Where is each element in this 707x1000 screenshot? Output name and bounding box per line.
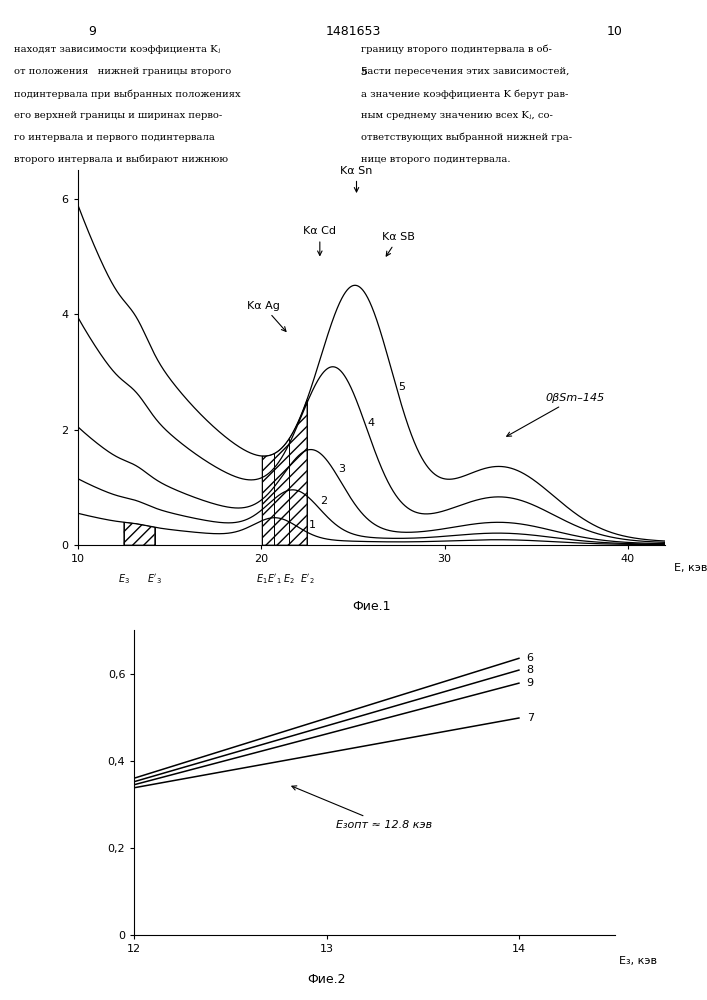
Text: подинтервала при выбранных положениях: подинтервала при выбранных положениях bbox=[14, 89, 241, 99]
Text: его верхней границы и ширинах перво-: его верхней границы и ширинах перво- bbox=[14, 111, 223, 120]
Text: $E'_1$: $E'_1$ bbox=[267, 573, 281, 586]
Text: 4: 4 bbox=[368, 418, 375, 428]
Text: $E'_3$: $E'_3$ bbox=[147, 573, 163, 586]
Text: 7: 7 bbox=[527, 713, 534, 723]
Text: ласти пересечения этих зависимостей,: ласти пересечения этих зависимостей, bbox=[361, 67, 569, 76]
Text: 0βSm–145: 0βSm–145 bbox=[507, 393, 604, 436]
Text: границу второго подинтервала в об-: границу второго подинтервала в об- bbox=[361, 45, 551, 54]
Text: 10: 10 bbox=[607, 25, 623, 38]
Text: 2: 2 bbox=[320, 496, 327, 506]
Text: от положения   нижней границы второго: от положения нижней границы второго bbox=[14, 67, 231, 76]
Text: 9: 9 bbox=[527, 678, 534, 688]
Text: E₃опт ≈ 12.8 кэв: E₃опт ≈ 12.8 кэв bbox=[292, 786, 433, 830]
Text: 1: 1 bbox=[309, 520, 316, 530]
Text: 1481653: 1481653 bbox=[326, 25, 381, 38]
Text: $E_1$: $E_1$ bbox=[256, 573, 268, 586]
Text: $E_3$: $E_3$ bbox=[117, 573, 129, 586]
Text: 3: 3 bbox=[338, 464, 345, 474]
Text: ным среднему значению всех Kⱼ, со-: ным среднему значению всех Kⱼ, со- bbox=[361, 111, 552, 120]
Text: $E_2$: $E_2$ bbox=[283, 573, 295, 586]
Text: 5: 5 bbox=[399, 382, 406, 392]
Text: 6: 6 bbox=[527, 653, 534, 663]
Text: Kα Sn: Kα Sn bbox=[340, 166, 373, 192]
Text: нице второго подинтервала.: нице второго подинтервала. bbox=[361, 155, 510, 164]
Text: Kα Ag: Kα Ag bbox=[247, 301, 286, 331]
Text: а значение коэффициента K берут рав-: а значение коэффициента K берут рав- bbox=[361, 89, 568, 99]
Text: второго интервала и выбирают нижнюю: второго интервала и выбирают нижнюю bbox=[14, 155, 228, 164]
Text: Kα SB: Kα SB bbox=[382, 232, 415, 256]
Text: $E'_2$: $E'_2$ bbox=[300, 573, 315, 586]
Text: Фие.2: Фие.2 bbox=[308, 973, 346, 986]
Text: находят зависимости коэффициента Kⱼ: находят зависимости коэффициента Kⱼ bbox=[14, 45, 221, 54]
Text: ответствующих выбранной нижней гра-: ответствующих выбранной нижней гра- bbox=[361, 133, 572, 142]
Text: Kα Cd: Kα Cd bbox=[303, 226, 337, 255]
Text: 9: 9 bbox=[88, 25, 96, 38]
Text: го интервала и первого подинтервала: го интервала и первого подинтервала bbox=[14, 133, 215, 142]
Text: 8: 8 bbox=[527, 665, 534, 675]
Text: E, кэв: E, кэв bbox=[674, 563, 707, 573]
Text: E₃, кэв: E₃, кэв bbox=[619, 956, 657, 966]
Text: 5: 5 bbox=[361, 67, 368, 77]
Text: Фие.1: Фие.1 bbox=[352, 600, 390, 613]
